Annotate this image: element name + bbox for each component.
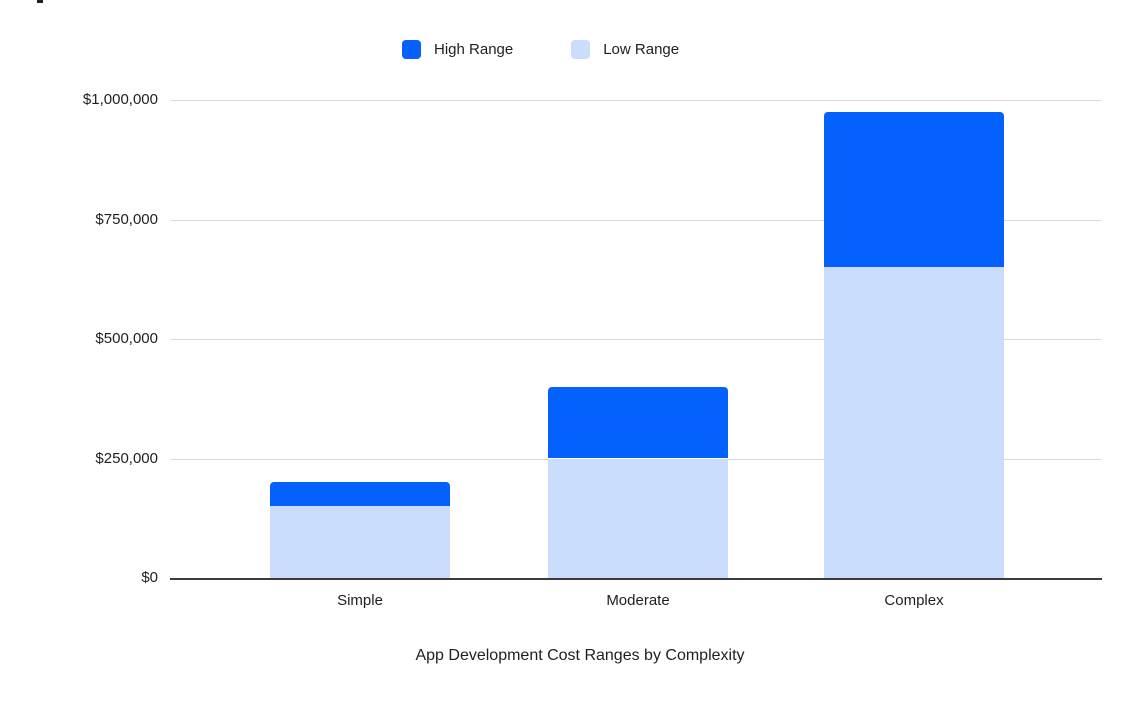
gridline-500000 xyxy=(170,339,1102,340)
x-category-label-complex: Complex xyxy=(884,592,944,609)
legend-swatch-low-range xyxy=(571,40,591,59)
x-category-label-moderate: Moderate xyxy=(606,592,670,609)
bar-segment-low-range-moderate[interactable] xyxy=(548,458,728,578)
y-tick-label-500000: $500,000 xyxy=(95,330,158,347)
y-tick-label-0: $0 xyxy=(141,569,158,586)
gridline-1000000 xyxy=(170,100,1102,101)
y-tick-label-1000000: $1,000,000 xyxy=(82,91,158,108)
legend-swatch-high-range xyxy=(402,40,421,59)
cropped-text-artifact xyxy=(37,0,43,3)
chart-title: App Development Cost Ranges by Complexit… xyxy=(415,647,745,664)
y-tick-label-750000: $750,000 xyxy=(95,210,158,228)
bar-segment-high-range-moderate[interactable] xyxy=(548,386,728,459)
bar-segment-high-range-simple[interactable] xyxy=(270,482,450,507)
x-category-label-simple: Simple xyxy=(337,592,383,609)
y-tick-label-250000: $250,000 xyxy=(95,449,158,467)
gridline-750000 xyxy=(170,219,1102,221)
legend-label-low-range: Low Range xyxy=(603,41,680,58)
bar-segment-high-range-complex[interactable] xyxy=(824,111,1004,268)
legend-item-low-range[interactable]: Low Range xyxy=(571,40,679,59)
bar-segment-low-range-simple[interactable] xyxy=(270,506,450,578)
bar-segment-low-range-complex[interactable] xyxy=(824,267,1004,578)
legend-item-high-range[interactable]: High Range xyxy=(402,40,513,59)
chart-legend: High Range Low Range xyxy=(402,40,679,59)
legend-label-high-range: High Range xyxy=(434,41,514,58)
x-axis-baseline xyxy=(170,578,1102,580)
